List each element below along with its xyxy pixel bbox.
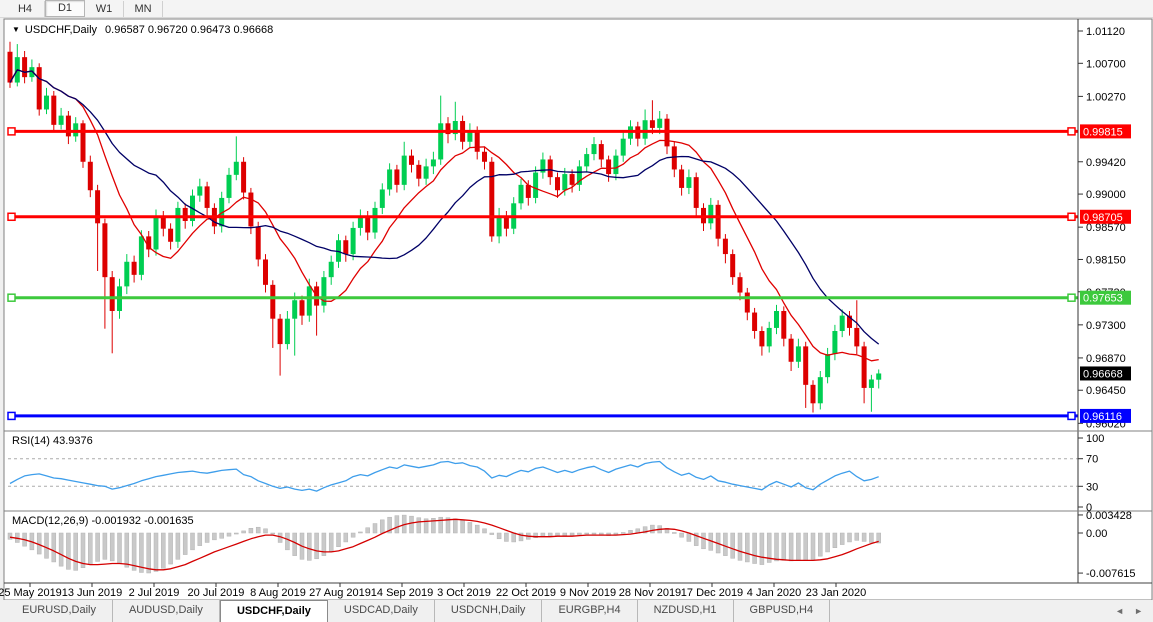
price-tick-label: 0.97300 [1086, 320, 1126, 332]
date-tick-label: 4 Jan 2020 [747, 587, 801, 599]
hline-handle[interactable] [7, 293, 16, 302]
timeframe-toolbar: H4 D1 W1 MN [0, 0, 1153, 18]
hline-handle[interactable] [1067, 411, 1076, 421]
rsi-tick-label: 70 [1086, 454, 1098, 466]
chart-ohlc-values: 0.96587 0.96720 0.96473 0.96668 [105, 24, 274, 36]
hline-handle[interactable] [1067, 293, 1076, 302]
svg-text:0.99815: 0.99815 [1083, 126, 1123, 138]
price-tick-label: 1.01120 [1086, 26, 1125, 38]
macd-tick-label: 0.00 [1086, 528, 1107, 540]
hline-handle[interactable] [1067, 127, 1076, 136]
date-tick-label: 25 May 2019 [0, 587, 62, 599]
level-price-badge [1080, 124, 1131, 139]
ma-fast-line [9, 69, 879, 362]
chart-title: ▼ USDCHF,Daily 0.96587 0.96720 0.96473 0.9… [12, 24, 273, 36]
rsi-tick-label: 0 [1086, 502, 1092, 514]
rsi-indicator-label: RSI(14) 43.9376 [12, 435, 93, 447]
tab-scroll-arrows: ◄ ► [1115, 600, 1153, 622]
tab-gbpusd-h4[interactable]: GBPUSD,H4 [734, 600, 831, 622]
chart-tab-bar: EURUSD,Daily AUDUSD,Daily USDCHF,Daily USDC… [0, 600, 1153, 622]
symbol-dropdown-icon[interactable]: ▼ [12, 25, 20, 34]
date-tick-label: 17 Dec 2019 [681, 587, 743, 599]
svg-text:0.96116: 0.96116 [1083, 411, 1122, 423]
chart-tabs: EURUSD,Daily AUDUSD,Daily USDCHF,Daily USDC… [6, 600, 831, 622]
date-tick-label: 8 Aug 2019 [250, 587, 306, 599]
rsi-tick-label: 100 [1086, 433, 1104, 445]
date-tick-label: 14 Sep 2019 [371, 587, 433, 599]
price-tick-label: 0.98570 [1086, 222, 1126, 234]
tab-nzdusd-h1[interactable]: NZDUSD,H1 [638, 600, 734, 622]
date-tick-label: 28 Nov 2019 [619, 587, 681, 599]
price-tick-label: 1.00270 [1086, 91, 1126, 103]
date-tick-label: 23 Jan 2020 [806, 587, 867, 599]
tab-audusd-daily[interactable]: AUDUSD,Daily [113, 600, 220, 622]
date-tick-label: 20 Jul 2019 [188, 587, 245, 599]
chart-window-frame [3, 18, 1153, 601]
price-tick-label: 0.96870 [1086, 353, 1126, 365]
timeframe-button-h4[interactable]: H4 [6, 0, 45, 17]
macd-tick-label: 0.003428 [1086, 510, 1132, 522]
macd-indicator-label: MACD(12,26,9) -0.001932 -0.001635 [12, 515, 194, 527]
rsi-tick-label: 30 [1086, 481, 1098, 493]
tab-eurusd-daily[interactable]: EURUSD,Daily [6, 600, 113, 622]
date-tick-label: 13 Jun 2019 [62, 587, 123, 599]
tab-eurgbp-h4[interactable]: EURGBP,H4 [542, 600, 638, 622]
date-tick-label: 22 Oct 2019 [496, 587, 556, 599]
hline-handle[interactable] [7, 127, 16, 136]
timeframe-button-mn[interactable]: MN [124, 0, 163, 17]
svg-text:0.97653: 0.97653 [1083, 293, 1123, 305]
price-axis-area [1078, 19, 1152, 600]
hline-handle[interactable] [7, 212, 16, 222]
hline-handle[interactable] [7, 411, 16, 421]
price-tick-label: 0.98150 [1086, 254, 1126, 266]
price-tick-label: 0.96450 [1086, 385, 1126, 397]
price-tick-label: 1.00700 [1086, 58, 1126, 70]
macd-tick-label: -0.007615 [1086, 568, 1136, 580]
rsi-line [9, 460, 879, 492]
tab-usdcad-daily[interactable]: USDCAD,Daily [328, 600, 435, 622]
price-tick-label: 0.99000 [1086, 189, 1126, 201]
date-tick-label: 2 Jul 2019 [129, 587, 180, 599]
tab-usdcnh-daily[interactable]: USDCNH,Daily [435, 600, 543, 622]
level-price-badge [1080, 408, 1131, 423]
tab-scroll-right-icon[interactable]: ► [1134, 606, 1143, 616]
hline-handle[interactable] [1067, 212, 1076, 222]
timeframe-button-d1[interactable]: D1 [45, 0, 85, 17]
level-price-badge [1080, 209, 1131, 224]
current-price-badge [1080, 366, 1131, 381]
level-price-badge [1080, 290, 1131, 305]
svg-text:0.96668: 0.96668 [1083, 368, 1123, 380]
svg-text:0.98705: 0.98705 [1083, 212, 1123, 224]
date-tick-label: 9 Nov 2019 [560, 587, 616, 599]
price-tick-label: 0.99420 [1086, 157, 1126, 169]
timeframe-button-w1[interactable]: W1 [85, 0, 124, 17]
date-tick-label: 27 Aug 2019 [309, 587, 371, 599]
date-tick-label: 3 Oct 2019 [437, 587, 491, 599]
tab-usdchf-daily[interactable]: USDCHF,Daily [219, 600, 328, 622]
chart-symbol-label: USDCHF,Daily [24, 24, 98, 36]
tab-scroll-left-icon[interactable]: ◄ [1115, 606, 1125, 616]
macd-signal-line [9, 518, 879, 571]
